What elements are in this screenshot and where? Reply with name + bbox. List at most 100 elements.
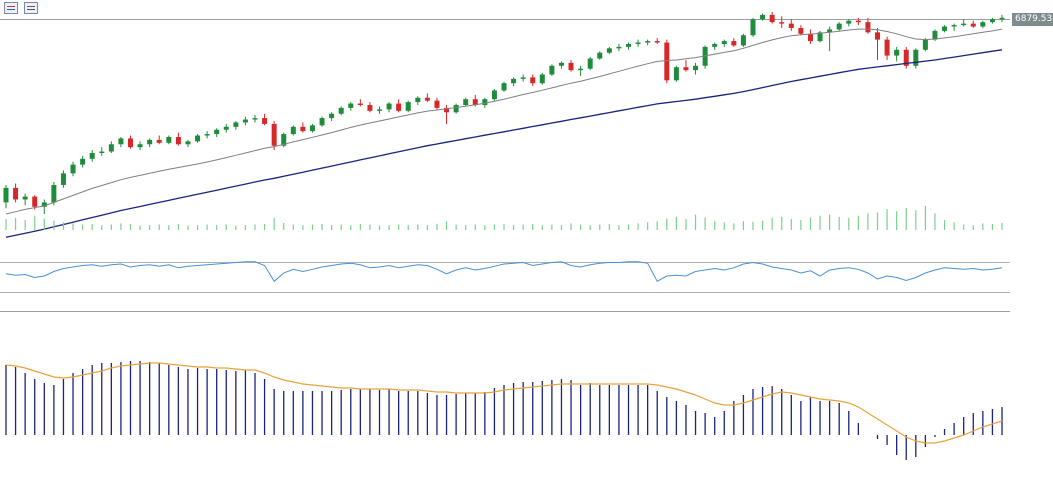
candle-body [175,136,181,145]
candle-body [377,109,382,111]
candle-body [520,77,526,79]
candle-body [444,107,450,113]
candle-body [386,103,392,110]
candle-body [156,139,162,143]
candle-body [951,25,957,27]
candle-body [798,27,804,34]
candle-body [166,136,172,143]
candle-body [70,164,76,174]
candle-body [463,99,469,106]
candle-body [482,99,488,106]
candle-body [683,67,689,71]
candle-body [22,196,28,200]
candle-body [635,42,641,44]
candle-body [827,29,833,33]
candle-body [836,23,842,30]
candle-body [980,22,986,27]
candle-body [137,144,143,148]
candle-body [424,97,430,101]
macd-signal-line [5,362,1003,444]
candle-body [204,134,210,136]
candle-body [233,122,239,127]
candle-body [721,41,727,44]
candle-body [530,77,536,84]
candle-body [367,105,373,111]
candle-body [32,196,38,207]
candle-body [405,102,411,111]
candle-body [13,187,19,200]
candle-body [626,43,631,47]
candle-body [989,19,995,23]
candle-body [329,113,335,119]
candle-body [922,39,928,50]
candle-body [415,97,421,103]
candle-body [616,46,622,49]
candle-body [645,41,651,43]
candle-body [357,103,363,106]
candle-body [128,138,133,148]
candle-body [970,23,976,27]
candle-body [195,135,201,142]
candle-body [300,126,306,132]
candle-body [319,118,325,126]
candle-body [539,74,545,84]
candle-body [817,32,823,42]
moving-average-lines [5,28,1003,238]
candle-body [242,119,248,123]
candle-body [961,23,967,26]
candle-body [750,19,756,36]
candle-body [578,68,584,71]
candle-body [271,123,277,146]
candle-body [712,43,718,47]
candle-body [942,26,948,31]
candle-body [740,35,746,46]
macd-panel [5,361,1003,460]
candle-body [568,62,574,71]
candle-body [760,14,766,20]
candle-body [894,49,900,56]
candle-body [147,139,153,145]
candle-body [597,52,603,59]
candle-body [855,20,861,23]
candle-body [252,118,258,120]
candle-body [913,49,919,66]
candle-body [999,17,1005,20]
candlestick-series [3,12,1005,215]
candle-body [108,144,114,152]
chart-toolbar [4,2,38,14]
slow-moving-average-line [5,49,1003,238]
candle-body [491,90,497,100]
candle-body [60,173,66,185]
list-view-icon[interactable] [4,2,18,14]
last-price-label: 6879.53 [1012,13,1053,26]
candle-body [51,184,57,203]
candle-body [932,30,938,40]
candle-body [41,202,47,207]
candle-body [185,141,191,145]
rsi-line [5,261,1003,283]
candle-body [214,129,220,135]
candle-body [654,41,660,43]
candle-body [549,65,555,75]
candle-body [693,65,699,71]
candle-body [846,20,852,24]
candle-body [501,83,507,91]
candle-body [587,58,593,69]
fast-moving-average-line [5,28,1003,215]
candle-body [472,99,478,106]
candle-body [606,48,612,53]
candle-body [731,41,737,46]
candle-body [807,33,813,42]
candle-body [309,125,315,132]
candle-body [3,187,9,203]
rsi-panel [0,261,1010,293]
candle-body [262,118,268,124]
candle-body [788,23,794,28]
volume-bars [5,205,1003,230]
candle-body [348,103,354,108]
chart-settings-icon[interactable] [24,2,38,14]
candle-body [118,138,124,145]
candle-body [664,42,670,81]
chart-frame [0,19,1010,312]
